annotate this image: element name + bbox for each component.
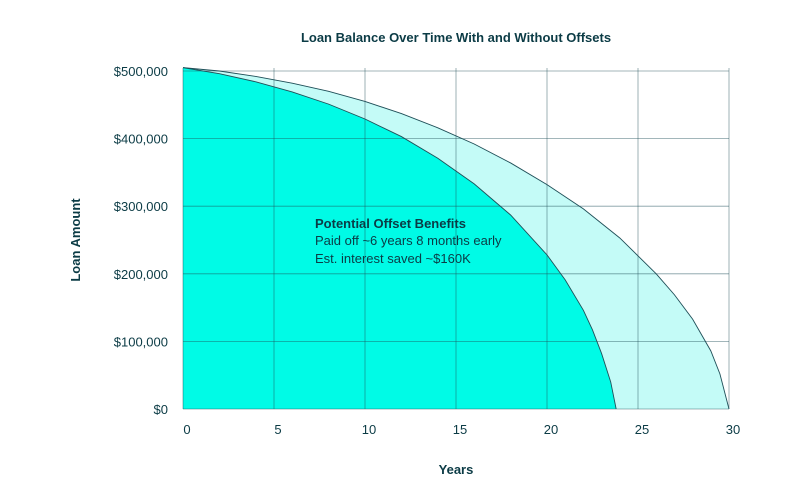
annotation-line-early-payoff: Paid off ~6 years 8 months early: [315, 233, 502, 248]
x-tick-label: 5: [274, 422, 281, 437]
y-tick-label: $300,000: [114, 199, 168, 214]
annotation-line-interest-saved: Est. interest saved ~$160K: [315, 251, 471, 266]
y-tick-label: $500,000: [114, 64, 168, 79]
y-tick-label: $0: [154, 402, 168, 417]
x-tick-label: 0: [183, 422, 190, 437]
annotation-title: Potential Offset Benefits: [315, 216, 466, 231]
y-axis-label: Loan Amount: [68, 198, 83, 282]
chart-title: Loan Balance Over Time With and Without …: [301, 30, 611, 45]
x-tick-label: 30: [726, 422, 740, 437]
x-axis-label: Years: [439, 462, 474, 477]
y-tick-label: $100,000: [114, 334, 168, 349]
area-line-series-1: [182, 67, 617, 410]
x-tick-label: 15: [453, 422, 467, 437]
grid-layer: [182, 68, 730, 410]
offset-annotation: Potential Offset Benefits Paid off ~6 ye…: [315, 216, 502, 266]
y-tick-label: $200,000: [114, 267, 168, 282]
x-tick-label: 20: [544, 422, 558, 437]
y-tick-labels: $0 $100,000 $200,000 $300,000 $400,000 $500,0…: [114, 64, 168, 417]
area-line-series-0: [182, 67, 730, 410]
x-tick-label: 25: [635, 422, 649, 437]
y-tick-label: $400,000: [114, 132, 168, 147]
x-tick-label: 10: [362, 422, 376, 437]
area-fill-series-1: [183, 67, 617, 410]
x-tick-labels: 0 5 10 15 20 25 30: [183, 422, 740, 437]
